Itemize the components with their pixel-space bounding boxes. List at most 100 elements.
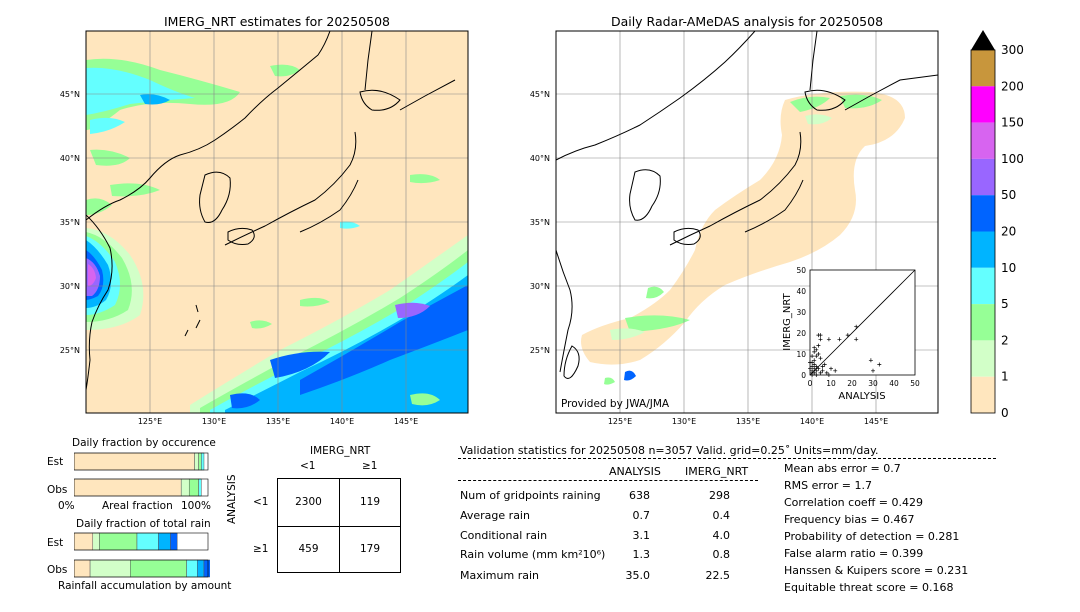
colorbar-label: 50 (1001, 188, 1016, 202)
scatter-point (816, 352, 821, 356)
left-map-lat-labels: 45°N 40°N 35°N 30°N 25°N (60, 90, 80, 355)
bar-segment (194, 452, 199, 471)
colorbar-cell (971, 158, 995, 196)
stats-row-imerg: 0.8 (712, 548, 731, 561)
right-map-frame (555, 30, 939, 414)
colorbar-label: 20 (1001, 225, 1016, 239)
scatter-diagonal (809, 269, 916, 376)
colorbar-label: 300 (1001, 43, 1024, 57)
scatter-point (829, 366, 833, 371)
bar-segment (89, 559, 131, 578)
scatter-point (812, 362, 817, 367)
contingency-col-title: IMERG_NRT (310, 445, 371, 457)
svg-text:35°N: 35°N (60, 218, 80, 227)
scatter-point (814, 373, 819, 377)
right-map-coastline (556, 31, 938, 379)
right-map-coverage (581, 91, 905, 385)
colorbar-label: 2 (1001, 333, 1009, 347)
occurrence-obs-bar (74, 478, 209, 497)
left-map-grid (86, 31, 468, 413)
rain-fraction-est-bar (74, 532, 209, 551)
stats-row-imerg: 298 (709, 489, 730, 502)
score-line: Frequency bias = 0.467 (784, 513, 915, 526)
colorbar-cell (971, 86, 995, 123)
bar-segment (74, 452, 195, 471)
colorbar-cell (971, 304, 995, 341)
occurrence-title: Daily fraction by occurence (72, 437, 216, 449)
rain-fraction-est-label: Est (47, 537, 64, 549)
scatter-point (812, 345, 817, 350)
occurrence-xlabel-left: 0% (58, 500, 75, 512)
scatter-point (816, 366, 821, 371)
left-map-rain-areas (86, 58, 468, 413)
colorbar-cell (971, 50, 995, 87)
contingency-cell-11: 179 (359, 543, 381, 555)
svg-text:125°E: 125°E (608, 417, 632, 426)
left-map-frame (85, 30, 469, 414)
score-line: Equitable threat score = 0.168 (784, 581, 954, 594)
contingency-cell-10: 459 (298, 543, 319, 555)
svg-text:140°E: 140°E (800, 417, 824, 426)
colorbar-label: 10 (1001, 261, 1016, 275)
colorbar-extend-arrow (971, 30, 995, 50)
rain-fraction-obs-bar (74, 559, 210, 578)
scatter-point (820, 364, 825, 369)
bar-segment (74, 532, 94, 551)
scatter-point (833, 368, 838, 373)
contingency-table: 2300 119 459 179 (277, 478, 401, 573)
colorbar-cell (971, 376, 995, 413)
rain-fraction-title: Daily fraction of total rain (76, 518, 211, 530)
svg-text:130°E: 130°E (202, 417, 226, 426)
svg-text:50: 50 (796, 266, 806, 275)
stats-col-imerg: IMERG_NRT (685, 465, 749, 478)
svg-text:20: 20 (847, 379, 857, 388)
contingency-cell-00: 2300 (295, 496, 322, 508)
occurrence-xlabel-right: 100% (181, 500, 212, 512)
stats-row-analysis: 638 (629, 489, 650, 502)
svg-text:30: 30 (796, 308, 806, 317)
bar-segment (188, 478, 199, 497)
svg-text:140°E: 140°E (330, 417, 354, 426)
score-line: False alarm ratio = 0.399 (784, 547, 924, 560)
colorbar-label: 1 (1001, 370, 1009, 384)
bar-segment (136, 532, 159, 551)
scatter-xlabel: ANALYSIS (838, 391, 885, 402)
colorbar-cell (971, 195, 995, 232)
stats-row-analysis: 3.1 (632, 529, 651, 542)
svg-text:10: 10 (826, 379, 836, 388)
scatter-point (812, 349, 817, 354)
right-map-title: Daily Radar-AMeDAS analysis for 20250508 (610, 14, 884, 29)
scatter-point (818, 356, 823, 361)
bar-segment (198, 452, 202, 471)
scatter-point (810, 373, 815, 377)
scatter-point (814, 364, 819, 369)
contingency-row-label-1: ≥1 (253, 543, 269, 555)
occurrence-obs-label: Obs (47, 484, 68, 496)
scatter-point (845, 333, 850, 338)
scatter-point (854, 324, 859, 329)
colorbar-cell (971, 340, 995, 377)
scatter-point (812, 358, 817, 363)
scatter-point (826, 373, 831, 377)
contingency-col-label-0: <1 (300, 460, 316, 472)
scatter-point (810, 364, 815, 369)
left-map: 45°N 40°N 35°N 30°N 25°N 125°E 130°E 135… (60, 30, 469, 426)
occurrence-xlabel-mid: Areal fraction (102, 500, 173, 512)
rain-fraction-obs-label: Obs (47, 564, 68, 576)
bar-segment (158, 532, 171, 551)
colorbar-cell (971, 122, 995, 159)
bar-segment (201, 452, 205, 471)
svg-text:10: 10 (796, 350, 806, 359)
scatter-point (810, 354, 815, 359)
stats-row-label: Average rain (460, 509, 530, 522)
occurrence-est-bar (74, 452, 209, 471)
scatter-point (814, 347, 819, 352)
bar-outline (74, 478, 209, 497)
scatter-x-ticks: 0 10 20 30 40 50 (808, 379, 920, 388)
right-map-lat-labels: 45°N 40°N 35°N 30°N 25°N (530, 90, 550, 355)
svg-text:0: 0 (808, 379, 813, 388)
svg-text:130°E: 130°E (672, 417, 696, 426)
bar-segment (74, 559, 91, 578)
left-map-coastline (86, 31, 456, 391)
